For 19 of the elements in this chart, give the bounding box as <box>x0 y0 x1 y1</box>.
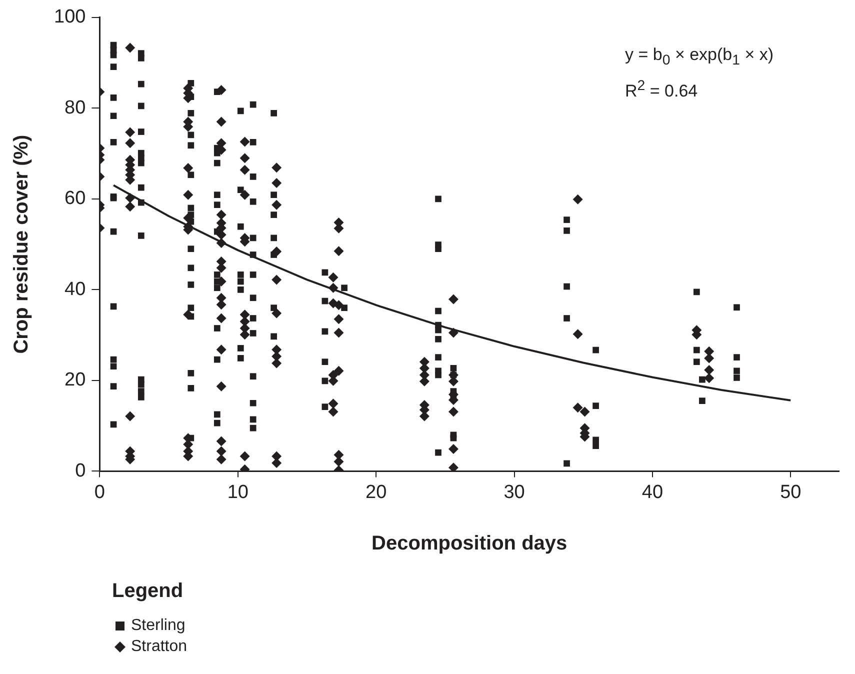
x-axis-title: Decomposition days <box>372 532 568 555</box>
y-tick-label: 20 <box>64 370 86 391</box>
legend-label: Stratton <box>131 638 188 656</box>
x-tick-label: 40 <box>642 482 664 503</box>
y-tick-label: 60 <box>64 188 86 210</box>
legend-title: Legend <box>112 580 184 603</box>
y-tick-label: 40 <box>64 278 86 300</box>
x-tick-label: 10 <box>227 482 248 503</box>
y-tick-label: 0 <box>75 460 86 482</box>
legend-label: Sterling <box>131 616 186 634</box>
annotation: y = b$_{0}$ × exp(b$_{1}$ × x) <box>625 44 774 70</box>
x-tick-label: 50 <box>780 482 802 503</box>
x-tick-label: 20 <box>366 482 387 503</box>
y-tick-label: 100 <box>54 6 86 28</box>
y-tick-label: 80 <box>64 97 86 118</box>
y-axis-title: Crop residue cover (%) <box>10 134 33 354</box>
x-tick-label: 0 <box>94 482 105 503</box>
x-tick-label: 30 <box>504 482 525 503</box>
annotation: R$^{2}$ = 0.64 <box>625 77 699 104</box>
